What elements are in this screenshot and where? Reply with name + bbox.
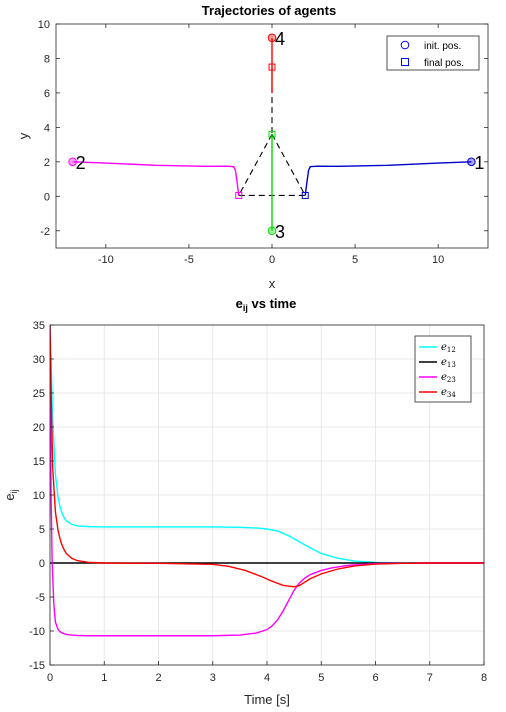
x-tick-label: 1	[101, 672, 107, 684]
errors-series	[50, 325, 484, 637]
agent-1-init-marker	[467, 157, 476, 167]
agent-4-label: 4	[275, 29, 285, 49]
x-tick-label: -5	[184, 254, 194, 266]
series-e34-line	[50, 325, 484, 588]
trajectories-plot: Trajectories of agents 1 2 3 4 -10 -5 0 5 10 -2 0…	[16, 3, 489, 291]
errors-ylabel: eij	[2, 489, 19, 500]
legend-e13-label: e13	[441, 357, 456, 369]
y-tick-label: -2	[40, 226, 50, 238]
y-tick-label: 20	[33, 422, 45, 434]
trajectories-title: Trajectories of agents	[202, 3, 336, 18]
y-tick-label: 25	[33, 388, 45, 400]
y-tick-label: 0	[44, 191, 50, 203]
legend-final-label: final pos.	[424, 58, 464, 69]
trajectories-ylabel: y	[16, 132, 31, 139]
y-tick-label: 8	[44, 53, 50, 65]
legend-e12-label: e12	[441, 342, 456, 354]
formation-edge	[238, 134, 273, 196]
x-tick-label: 0	[47, 672, 53, 684]
agent-1-final-marker	[301, 191, 309, 199]
x-tick-label: 5	[318, 672, 324, 684]
errors-title-subscript: ij	[243, 303, 248, 313]
y-tick-label: 10	[33, 490, 45, 502]
errors-ylabel-main: e	[2, 493, 17, 500]
series-e23-line	[50, 325, 484, 637]
errors-title-main: e	[236, 296, 243, 311]
y-tick-label: -10	[29, 626, 45, 638]
errors-ylabel-subscript: ij	[9, 489, 19, 493]
x-tick-label: -10	[98, 254, 114, 266]
agent-3-label: 3	[275, 222, 285, 242]
x-tick-label: 4	[264, 672, 270, 684]
x-tick-label: 5	[352, 254, 358, 266]
y-tick-label: 5	[39, 524, 45, 536]
y-tick-label: 2	[44, 157, 50, 169]
x-tick-label: 7	[427, 672, 433, 684]
y-tick-label: 4	[44, 122, 50, 134]
agent-2-label: 2	[76, 153, 86, 173]
trajectories-ticks: -10 -5 0 5 10 -2 0 2 4 6 8 10	[38, 19, 488, 266]
x-tick-label: 2	[155, 672, 161, 684]
y-tick-label: -5	[35, 592, 45, 604]
errors-legend: e12 e13 e23 e34	[414, 335, 472, 403]
agent-3-final-marker	[268, 130, 276, 138]
errors-ticks: 0 1 2 3 4 5 6 7 8 -15 -10 -5 0 5 10 15 20 25 30 35	[29, 320, 487, 684]
series-e12-line	[50, 325, 484, 564]
agent-2-final-marker	[235, 191, 243, 199]
formation-edge	[271, 134, 306, 196]
y-tick-label: 0	[39, 558, 45, 570]
agent-4-init-marker	[267, 33, 277, 43]
legend-e34-label: e34	[441, 387, 456, 399]
trajectories-legend: init. pos. final pos.	[386, 35, 480, 71]
agent-1-label: 1	[474, 153, 484, 173]
agent-1-trajectory	[304, 161, 472, 196]
errors-title-suffix: vs time	[248, 296, 296, 311]
trajectories-xlabel: x	[269, 276, 276, 291]
y-tick-label: 15	[33, 456, 45, 468]
legend-init-label: init. pos.	[424, 41, 461, 52]
agent-3-init-marker	[267, 226, 277, 236]
x-tick-label: 3	[210, 672, 216, 684]
x-tick-label: 0	[269, 254, 275, 266]
errors-plot: eij vs time 0 1 2 3 4 5 6 7 8-15-10-505101520253…	[2, 296, 487, 707]
legend-final-marker	[401, 58, 409, 66]
x-tick-label: 10	[432, 254, 444, 266]
y-tick-label: 35	[33, 320, 45, 332]
x-tick-label: 8	[481, 672, 487, 684]
agent-4-final-marker	[268, 63, 276, 71]
errors-title: eij vs time	[236, 296, 297, 313]
y-tick-label: -15	[29, 660, 45, 672]
legend-e23-label: e23	[441, 372, 456, 384]
trajectories-series: 1 2 3 4	[68, 29, 484, 242]
y-tick-label: 30	[33, 354, 45, 366]
errors-xlabel: Time [s]	[244, 692, 290, 707]
agent-2-trajectory	[72, 161, 240, 196]
x-tick-label: 6	[372, 672, 378, 684]
y-tick-label: 6	[44, 88, 50, 100]
legend-init-marker	[400, 40, 410, 50]
agent-2-init-marker	[68, 157, 77, 167]
y-tick-label: 10	[38, 19, 50, 31]
